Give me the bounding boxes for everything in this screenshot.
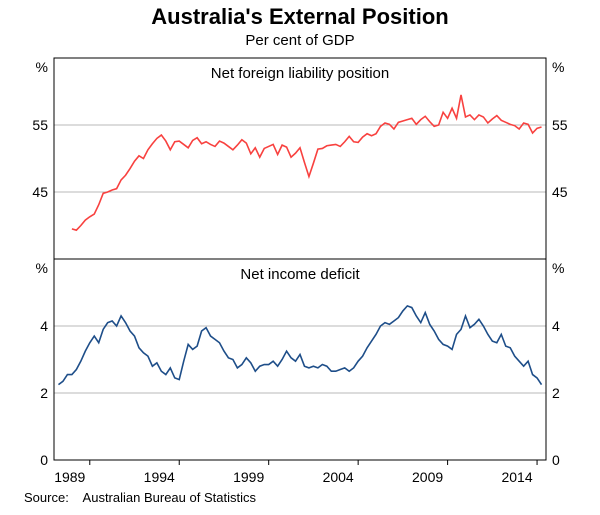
svg-text:2: 2 bbox=[40, 385, 48, 401]
svg-text:45: 45 bbox=[32, 184, 48, 200]
svg-text:%: % bbox=[552, 59, 564, 75]
svg-text:1989: 1989 bbox=[54, 469, 85, 485]
svg-text:1999: 1999 bbox=[233, 469, 264, 485]
svg-text:1994: 1994 bbox=[144, 469, 175, 485]
svg-text:%: % bbox=[36, 59, 48, 75]
svg-text:55: 55 bbox=[32, 117, 48, 133]
chart-svg: 45 45 55 55%% Net foreign liability position… bbox=[0, 0, 600, 515]
svg-text:45: 45 bbox=[552, 184, 568, 200]
svg-text:%: % bbox=[552, 260, 564, 276]
source-text: Australian Bureau of Statistics bbox=[83, 490, 256, 505]
svg-text:2004: 2004 bbox=[323, 469, 354, 485]
svg-text:2: 2 bbox=[552, 385, 560, 401]
svg-text:2014: 2014 bbox=[501, 469, 532, 485]
source-line: Source: Australian Bureau of Statistics bbox=[24, 490, 256, 505]
svg-text:2009: 2009 bbox=[412, 469, 443, 485]
source-label: Source: bbox=[24, 490, 69, 505]
svg-text:Net income deficit: Net income deficit bbox=[240, 266, 360, 283]
svg-text:0: 0 bbox=[552, 452, 560, 468]
chart-container: Australia's External Position Per cent o… bbox=[0, 0, 600, 515]
svg-text:4: 4 bbox=[40, 318, 48, 334]
svg-text:4: 4 bbox=[552, 318, 560, 334]
svg-text:Net foreign liability position: Net foreign liability position bbox=[211, 65, 389, 82]
svg-text:0: 0 bbox=[40, 452, 48, 468]
svg-text:%: % bbox=[36, 260, 48, 276]
svg-text:55: 55 bbox=[552, 117, 568, 133]
